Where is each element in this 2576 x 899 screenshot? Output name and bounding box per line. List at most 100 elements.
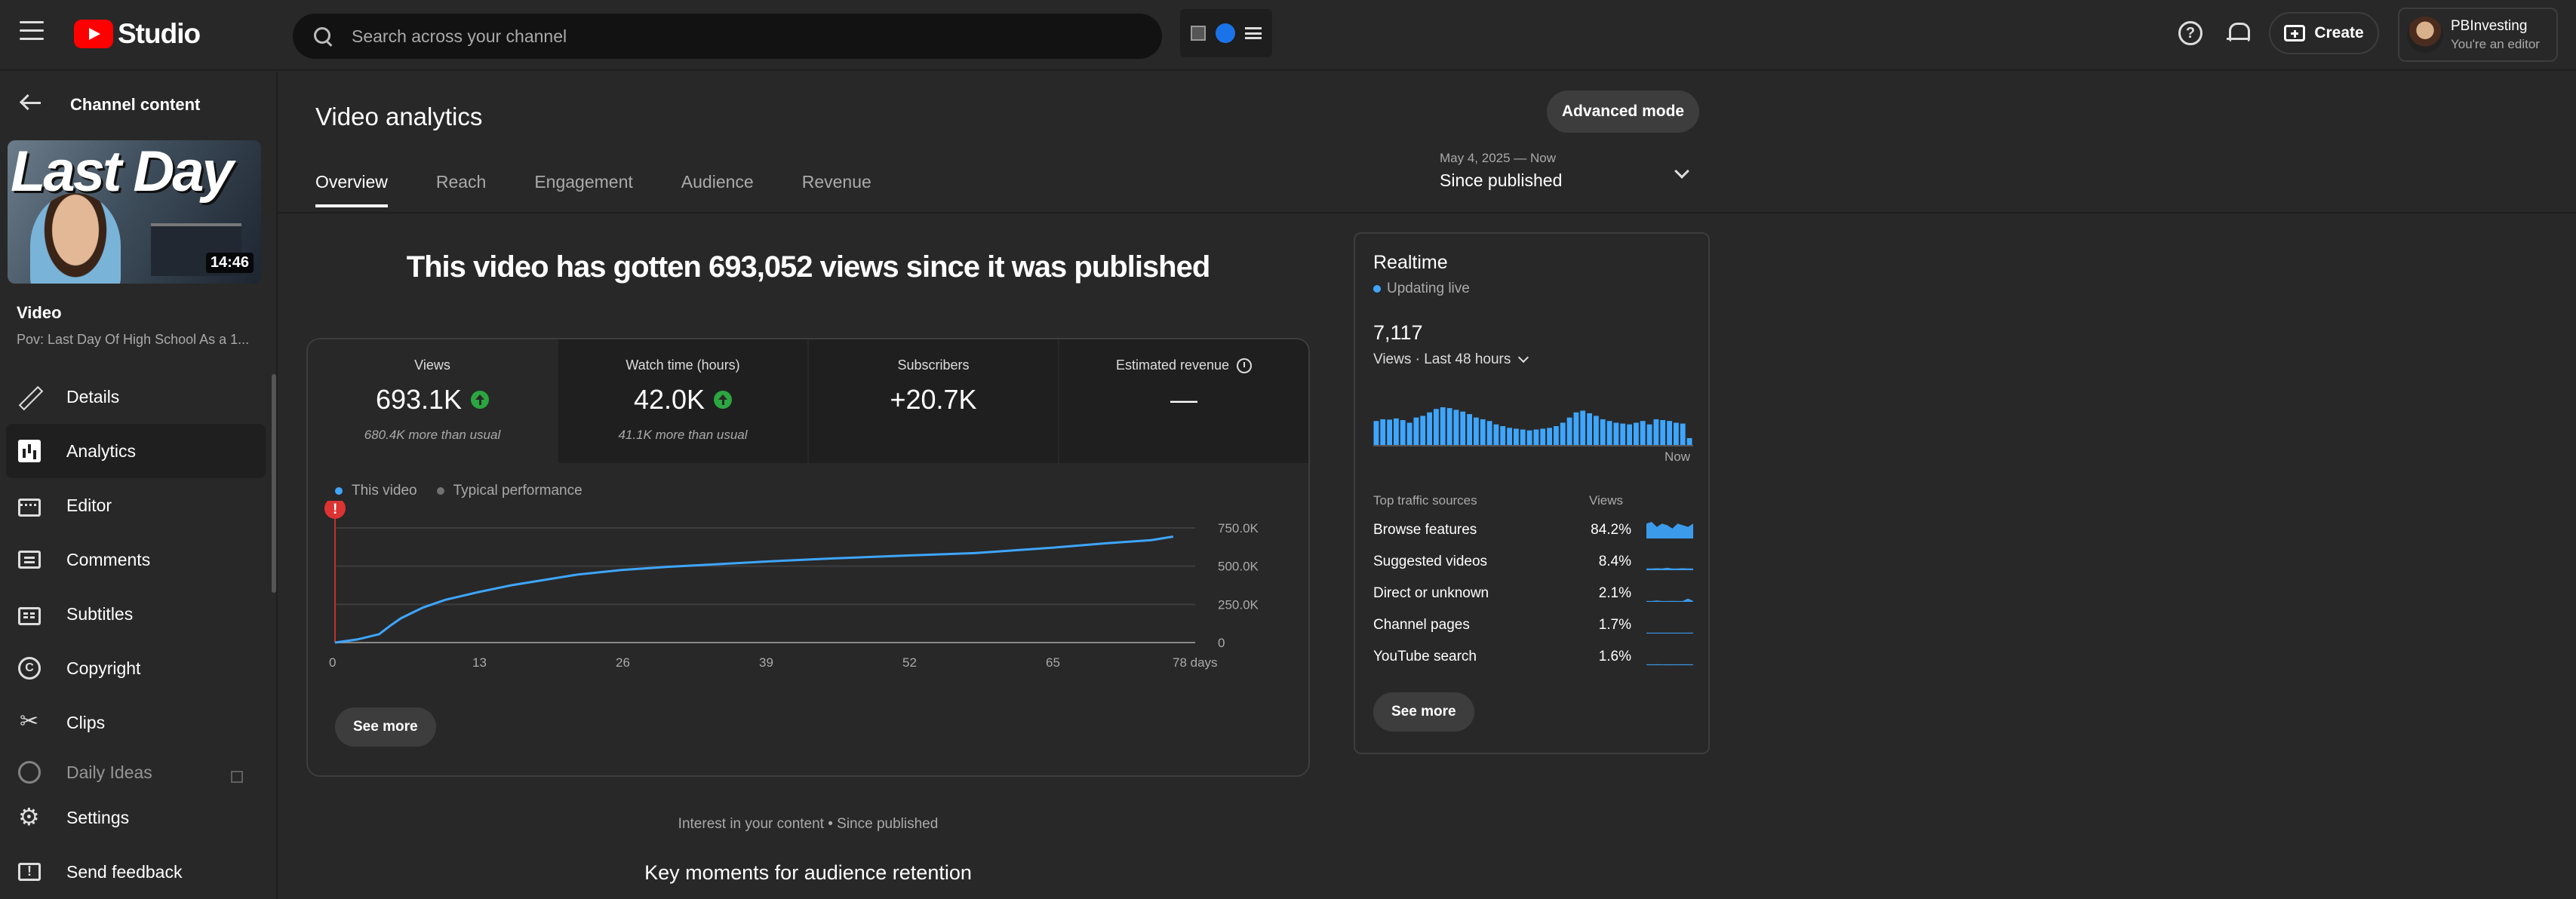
sidebar-item-send-feedback[interactable]: Send feedback: [0, 845, 266, 899]
search-input[interactable]: [352, 26, 1106, 47]
sidebar-item-details[interactable]: Details: [0, 370, 266, 424]
realtime-bar[interactable]: [1580, 410, 1586, 446]
realtime-period-selector[interactable]: Views · Last 48 hours: [1373, 351, 1529, 368]
realtime-bar[interactable]: [1507, 428, 1512, 445]
tab-audience[interactable]: Audience: [681, 172, 754, 192]
realtime-bar[interactable]: [1547, 428, 1552, 445]
menu-icon[interactable]: [20, 21, 44, 41]
realtime-bar[interactable]: [1606, 421, 1612, 445]
realtime-bar[interactable]: [1373, 421, 1379, 445]
realtime-bar[interactable]: [1686, 437, 1692, 445]
advanced-mode-button[interactable]: Advanced mode: [1547, 91, 1699, 133]
realtime-bar[interactable]: [1440, 407, 1446, 445]
kpi-watch-time[interactable]: Watch time (hours) 42.0K 41.1K more than…: [558, 339, 809, 463]
views-line-chart[interactable]: 0 250.0K 500.0K 750.0K 0 13 26 39 52 65 78 days!: [308, 501, 1310, 674]
realtime-bar[interactable]: [1680, 423, 1686, 445]
realtime-bar[interactable]: [1554, 426, 1559, 445]
realtime-bar[interactable]: [1474, 417, 1479, 445]
x-tick-label: 0: [329, 655, 336, 670]
realtime-bar[interactable]: [1486, 421, 1492, 445]
realtime-bar[interactable]: [1467, 414, 1472, 445]
realtime-bar[interactable]: [1413, 417, 1419, 445]
realtime-bar[interactable]: [1533, 429, 1539, 446]
kpi-subscribers[interactable]: Subscribers +20.7K: [809, 339, 1059, 463]
realtime-bar[interactable]: [1627, 424, 1632, 445]
realtime-bar[interactable]: [1526, 430, 1532, 445]
sidebar-item-subtitles[interactable]: Subtitles: [0, 587, 266, 641]
realtime-bar[interactable]: [1566, 417, 1572, 445]
realtime-bar-chart[interactable]: [1373, 401, 1693, 446]
annotation-marker-icon[interactable]: [324, 501, 346, 519]
sidebar-item-daily-ideas[interactable]: Daily Ideas: [0, 750, 266, 795]
search-icon[interactable]: [312, 26, 334, 47]
series-line-this-video[interactable]: [334, 535, 1174, 644]
realtime-bar[interactable]: [1394, 418, 1399, 445]
realtime-bar[interactable]: [1480, 419, 1486, 445]
realtime-bar[interactable]: [1460, 411, 1466, 445]
realtime-bar[interactable]: [1400, 420, 1406, 445]
realtime-bar[interactable]: [1613, 422, 1619, 446]
sidebar-item-label: Clips: [66, 712, 106, 732]
realtime-bar[interactable]: [1387, 419, 1392, 445]
help-icon[interactable]: ?: [2178, 21, 2203, 45]
realtime-bar[interactable]: [1634, 422, 1639, 446]
sidebar-item-comments[interactable]: Comments: [0, 532, 266, 587]
realtime-bar[interactable]: [1434, 409, 1439, 445]
realtime-bar[interactable]: [1640, 421, 1646, 445]
realtime-bar[interactable]: [1587, 413, 1592, 445]
realtime-bar[interactable]: [1540, 428, 1546, 445]
search-bar[interactable]: [293, 14, 1162, 59]
video-thumbnail[interactable]: Last Day 14:46: [8, 140, 261, 284]
realtime-bar[interactable]: [1514, 428, 1519, 445]
tab-revenue[interactable]: Revenue: [801, 172, 871, 192]
realtime-bar[interactable]: [1667, 421, 1672, 445]
traffic-source-row[interactable]: Channel pages 1.7%: [1373, 611, 1693, 643]
account-switcher[interactable]: PBInvesting You're an editor: [2398, 8, 2558, 62]
sidebar-item-clips[interactable]: Clips: [0, 695, 266, 750]
realtime-bar[interactable]: [1560, 422, 1566, 446]
realtime-bar[interactable]: [1646, 424, 1652, 445]
sidebar-scrollbar[interactable]: [272, 374, 276, 593]
realtime-bar[interactable]: [1420, 416, 1426, 445]
tab-engagement[interactable]: Engagement: [534, 172, 633, 192]
extension-icon[interactable]: [1191, 26, 1207, 41]
realtime-bar[interactable]: [1406, 422, 1412, 446]
realtime-bar[interactable]: [1453, 410, 1459, 445]
create-label: Create: [2314, 24, 2364, 41]
realtime-bar[interactable]: [1573, 412, 1579, 445]
realtime-bar[interactable]: [1520, 429, 1526, 446]
tab-reach[interactable]: Reach: [435, 172, 487, 192]
traffic-source-row[interactable]: Direct or unknown 2.1%: [1373, 579, 1693, 611]
tab-overview[interactable]: Overview: [315, 172, 388, 207]
date-range-selector[interactable]: May 4, 2025 — Now Since published: [1440, 151, 1696, 201]
sidebar-item-editor[interactable]: Editor: [0, 478, 266, 532]
realtime-bar[interactable]: [1653, 419, 1659, 445]
notifications-bell-icon[interactable]: [2227, 21, 2250, 44]
realtime-bar[interactable]: [1600, 419, 1606, 445]
realtime-bar[interactable]: [1674, 422, 1679, 446]
realtime-bar[interactable]: [1446, 408, 1452, 445]
realtime-bar[interactable]: [1620, 423, 1626, 445]
realtime-bar[interactable]: [1594, 416, 1599, 445]
realtime-bar[interactable]: [1660, 420, 1666, 445]
kpi-estimated-revenue[interactable]: Estimated revenue —: [1059, 339, 1308, 463]
traffic-source-row[interactable]: YouTube search 1.6%: [1373, 643, 1693, 674]
kpi-views[interactable]: Views 693.1K 680.4K more than usual: [308, 339, 558, 463]
sidebar-item-copyright[interactable]: C Copyright: [0, 641, 266, 695]
create-button[interactable]: Create: [2269, 12, 2379, 54]
back-arrow-icon[interactable]: [20, 95, 42, 110]
account-role: You're an editor: [2451, 36, 2540, 51]
realtime-see-more-button[interactable]: See more: [1373, 692, 1474, 732]
realtime-bar[interactable]: [1493, 424, 1499, 445]
traffic-source-row[interactable]: Browse features 84.2%: [1373, 516, 1693, 548]
sidebar-item-settings[interactable]: Settings: [0, 790, 266, 845]
realtime-bar[interactable]: [1380, 419, 1386, 445]
see-more-button[interactable]: See more: [335, 707, 436, 747]
realtime-bar[interactable]: [1427, 412, 1432, 445]
extension-menu-icon[interactable]: [1244, 27, 1262, 39]
sidebar-item-analytics[interactable]: Analytics: [6, 424, 266, 478]
extension-blue-icon[interactable]: [1215, 23, 1235, 43]
realtime-bar[interactable]: [1500, 426, 1506, 445]
studio-logo[interactable]: Studio: [74, 18, 201, 50]
traffic-source-row[interactable]: Suggested videos 8.4%: [1373, 548, 1693, 579]
